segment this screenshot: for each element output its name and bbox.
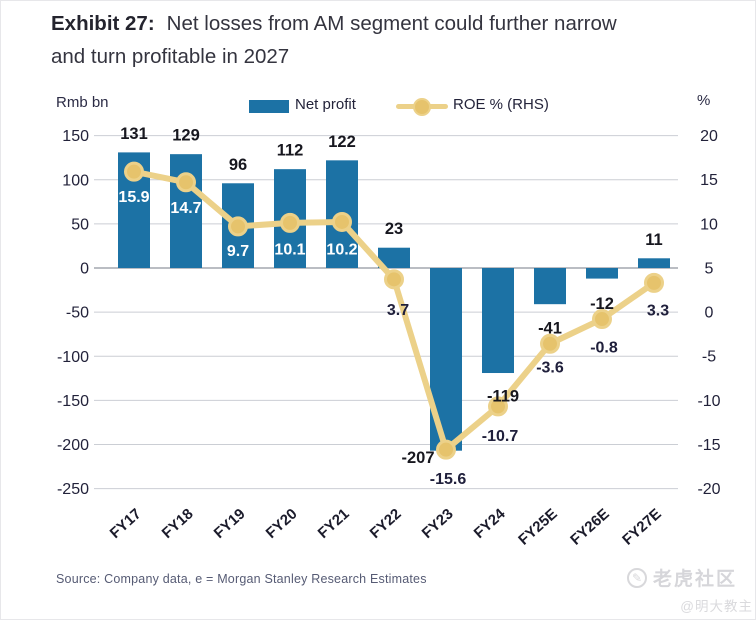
right-axis-tick: -20: [697, 481, 720, 498]
source-note: Source: Company data, e = Morgan Stanley…: [56, 572, 427, 586]
roe-marker-FY20: [280, 212, 300, 233]
title-line-2: and turn profitable in 2027: [51, 45, 290, 68]
right-axis-tick: 0: [705, 305, 714, 322]
exhibit-label: Exhibit 27:: [51, 12, 155, 35]
bar-value-label-FY22: 23: [385, 220, 403, 238]
roe-marker-FY19: [228, 216, 248, 237]
roe-value-label-FY18: 14.7: [170, 200, 201, 217]
x-axis-label-FY26E: FY26E: [567, 505, 612, 548]
roe-marker-FY18: [176, 172, 196, 193]
bar-value-label-FY25E: -41: [538, 320, 562, 338]
title-line-1: Exhibit 27: Net losses from AM segment co…: [51, 7, 731, 40]
roe-value-label-FY20: 10.1: [274, 241, 305, 258]
roe-marker-FY22: [384, 269, 404, 290]
roe-value-label-FY25E: -3.6: [536, 359, 564, 376]
x-axis-label-FY18: FY18: [159, 505, 197, 542]
bar-value-label-FY23: -207: [401, 449, 434, 467]
left-axis-tick: 0: [80, 261, 89, 278]
roe-marker-FY26E: [592, 309, 612, 330]
bar-FY24: [482, 268, 514, 374]
roe-marker-FY25E: [540, 333, 560, 354]
roe-marker-FY24: [488, 396, 508, 417]
bar-value-label-FY21: 122: [328, 133, 356, 151]
x-axis-label-FY27E: FY27E: [619, 505, 664, 548]
left-axis-tick: 50: [71, 216, 89, 233]
bar-value-label-FY20: 112: [277, 142, 304, 160]
legend-bar-label: Net profit: [295, 96, 356, 113]
title-text-1: Net losses from AM segment could further…: [166, 12, 617, 35]
x-axis-label-FY17: FY17: [107, 505, 145, 542]
watermark-brand: 老虎社区: [653, 569, 738, 590]
right-axis-tick: 5: [705, 260, 714, 277]
bar-value-label-FY17: 131: [120, 125, 148, 143]
roe-value-label-FY19: 9.7: [227, 243, 249, 260]
pen-icon: ✎: [627, 567, 647, 588]
x-axis-label-FY23: FY23: [419, 505, 457, 542]
bar-FY26E: [586, 268, 618, 279]
left-axis-tick: -200: [57, 437, 89, 454]
roe-value-label-FY17: 15.9: [118, 189, 149, 206]
legend-line-label: ROE % (RHS): [453, 96, 549, 113]
left-axis-tick: 100: [62, 172, 89, 189]
right-axis-unit-label: %: [697, 92, 711, 109]
left-axis-tick: -250: [57, 481, 89, 498]
left-axis-tick: 150: [62, 128, 89, 145]
right-axis-tick: 15: [700, 172, 718, 189]
left-axis-tick: -50: [66, 305, 89, 322]
legend-bar-swatch: [249, 100, 289, 113]
left-axis-tick: -150: [57, 393, 89, 410]
right-axis-tick: -5: [702, 349, 716, 366]
x-axis-label-FY19: FY19: [211, 505, 249, 542]
roe-value-label-FY26E: -0.8: [590, 340, 618, 357]
bar-FY23: [430, 268, 462, 451]
roe-marker-FY27E: [644, 272, 664, 293]
right-axis-tick: 10: [700, 216, 718, 233]
roe-value-label-FY27E: 3.3: [647, 302, 669, 319]
roe-marker-FY23: [436, 439, 456, 460]
exhibit-title: Exhibit 27: Net losses from AM segment co…: [51, 7, 731, 73]
bar-value-label-FY19: 96: [229, 156, 247, 174]
left-axis-unit-label: Rmb bn: [56, 94, 109, 111]
bar-FY27E: [638, 258, 670, 268]
x-axis-label-FY22: FY22: [367, 505, 405, 542]
bar-FY25E: [534, 268, 566, 305]
left-axis-tick: -100: [57, 349, 89, 366]
bar-value-label-FY24: -119: [487, 388, 519, 406]
x-axis-label-FY25E: FY25E: [515, 505, 560, 548]
x-axis-label-FY20: FY20: [263, 505, 301, 542]
watermark: ✎ 老虎社区 @明大教主: [627, 564, 753, 615]
roe-value-label-FY21: 10.2: [326, 241, 357, 258]
right-axis-tick: -10: [697, 393, 720, 410]
roe-value-label-FY22: 3.7: [387, 302, 409, 319]
bar-value-label-FY26E: -12: [590, 295, 614, 313]
bar-FY22: [378, 247, 410, 268]
bar-value-label-FY27E: 11: [645, 231, 662, 249]
legend-line-marker-icon: [413, 98, 431, 116]
x-axis-label-FY21: FY21: [315, 505, 353, 542]
roe-value-label-FY24: -10.7: [482, 428, 519, 445]
roe-marker-FY17: [124, 161, 144, 182]
right-axis-tick: -15: [697, 437, 720, 454]
right-axis-tick: 20: [700, 128, 718, 145]
watermark-handle: @明大教主: [680, 599, 753, 614]
x-axis-label-FY24: FY24: [471, 505, 510, 542]
roe-value-label-FY23: -15.6: [430, 471, 467, 488]
bar-value-label-FY18: 129: [172, 127, 200, 145]
roe-marker-FY21: [332, 211, 352, 232]
